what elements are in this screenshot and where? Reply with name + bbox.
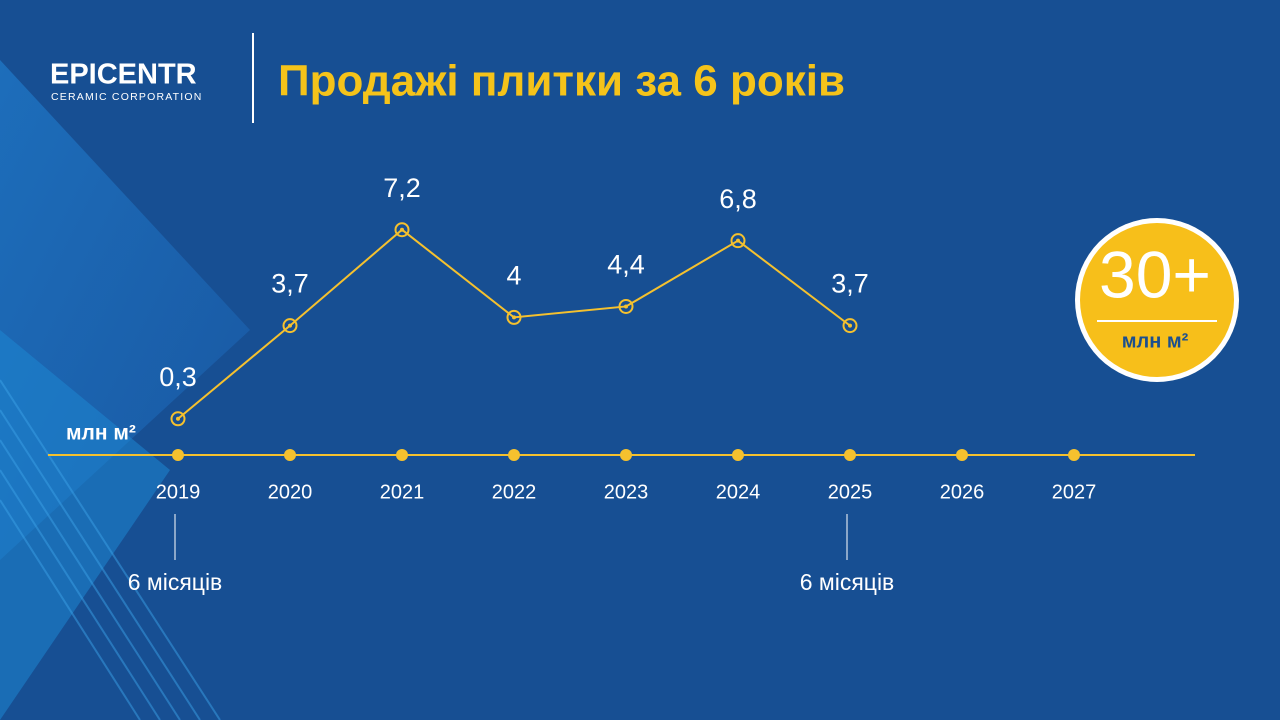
point-center	[848, 323, 852, 328]
x-tick-label: 2019	[156, 481, 201, 503]
data-label: 4,4	[607, 250, 645, 280]
data-label: 3,7	[271, 269, 309, 299]
brand-tagline: CERAMIC CORPORATION	[51, 91, 203, 103]
point-center	[736, 238, 740, 243]
data-label: 3,7	[831, 269, 869, 299]
point-center	[176, 416, 180, 421]
x-axis-dot	[956, 449, 968, 461]
point-center	[512, 315, 516, 320]
x-axis-dot	[620, 449, 632, 461]
x-tick-label: 2023	[604, 481, 649, 503]
annotation: 6 місяців	[127, 569, 223, 595]
point	[842, 318, 858, 334]
point-center	[624, 304, 628, 309]
x-axis-dot	[1068, 449, 1080, 461]
x-tick-label: 2026	[940, 481, 985, 503]
x-tick-label: 2024	[716, 481, 761, 503]
x-axis-dot	[844, 449, 856, 461]
x-tick-label: 2021	[380, 481, 425, 503]
point	[618, 298, 634, 314]
x-axis-dot	[172, 449, 184, 461]
x-axis-dot	[508, 449, 520, 461]
data-label: 0,3	[159, 362, 197, 392]
data-label: 7,2	[383, 173, 421, 203]
brand-name: EPICENTR	[50, 59, 197, 91]
data-label: 6,8	[719, 184, 757, 214]
point	[170, 411, 186, 427]
point	[730, 233, 746, 249]
x-axis-dot	[284, 449, 296, 461]
decor-stripes	[0, 379, 221, 720]
x-tick-label: 2025	[828, 481, 873, 503]
badge	[1080, 223, 1234, 377]
point	[506, 309, 522, 325]
x-tick-label: 2022	[492, 481, 537, 503]
badge-value: 30+	[1099, 237, 1211, 311]
badge-unit: млн м²	[1122, 330, 1189, 352]
x-tick-label: 2020	[268, 481, 313, 503]
annotation: 6 місяців	[799, 569, 895, 595]
x-axis-dot	[396, 449, 408, 461]
data-label: 4	[506, 261, 521, 291]
point-center	[400, 227, 404, 232]
point	[394, 222, 410, 238]
y-axis-label: млн м²	[66, 422, 136, 445]
x-tick-label: 2027	[1052, 481, 1097, 503]
point-center	[288, 323, 292, 328]
x-axis-dot	[732, 449, 744, 461]
point	[282, 318, 298, 334]
chart-title: Продажі плитки за 6 років	[278, 57, 845, 106]
decor-triangle	[0, 330, 170, 720]
